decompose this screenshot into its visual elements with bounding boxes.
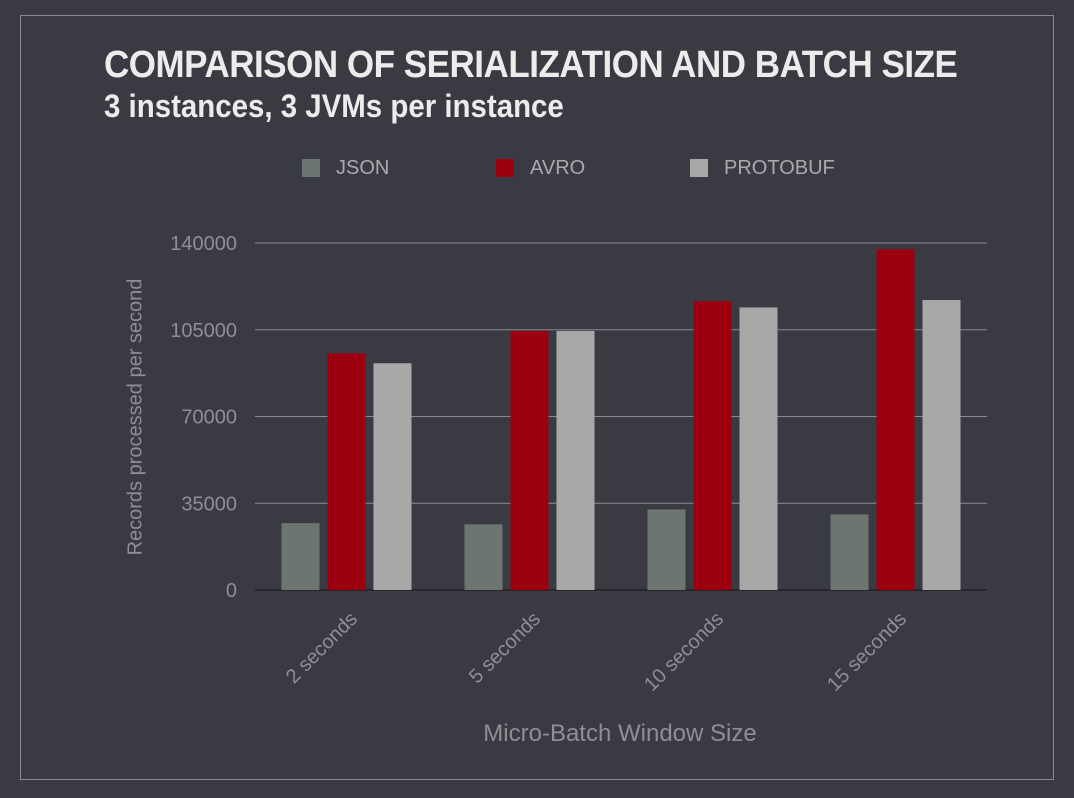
x-tick-label: 5 seconds <box>465 608 545 688</box>
y-tick-label: 70000 <box>181 407 237 429</box>
bar-json-3 <box>647 509 686 590</box>
y-tick-label: 105000 <box>170 320 237 342</box>
x-tick-label: 10 seconds <box>640 608 728 696</box>
bar-json-4 <box>830 514 869 590</box>
chart-subtitle: 3 instances, 3 JVMs per instance <box>104 88 564 124</box>
slide-frame <box>20 15 1054 780</box>
legend-item-protobuf: PROTOBUF <box>690 156 835 180</box>
legend-label-json: JSON <box>336 156 390 179</box>
bar-protobuf-2 <box>556 330 595 590</box>
legend-label-protobuf: PROTOBUF <box>724 156 835 179</box>
bar-json-2 <box>464 524 503 590</box>
chart-title: COMPARISON OF SERIALIZATION AND BATCH SI… <box>104 44 958 86</box>
bar-avro-4 <box>876 249 915 591</box>
x-tick-label: 2 seconds <box>282 608 362 688</box>
x-axis-label: Micro-Batch Window Size <box>483 720 757 747</box>
bar-protobuf-4 <box>922 300 961 590</box>
bar-json-1 <box>281 523 320 590</box>
legend-swatch-protobuf <box>690 159 708 177</box>
y-tick-label: 0 <box>226 580 237 602</box>
legend-item-json: JSON <box>302 156 389 180</box>
y-tick-label: 140000 <box>170 233 237 255</box>
y-tick-label: 35000 <box>181 493 237 515</box>
legend-item-avro: AVRO <box>496 156 585 180</box>
bar-protobuf-1 <box>373 363 412 590</box>
bar-avro-3 <box>693 301 732 590</box>
legend-label-avro: AVRO <box>530 156 586 179</box>
bar-protobuf-3 <box>739 307 778 590</box>
legend-swatch-avro <box>496 159 514 177</box>
bar-avro-2 <box>510 330 549 590</box>
x-tick-label: 15 seconds <box>823 608 911 696</box>
legend-swatch-json <box>302 159 320 177</box>
bar-avro-1 <box>327 353 366 590</box>
